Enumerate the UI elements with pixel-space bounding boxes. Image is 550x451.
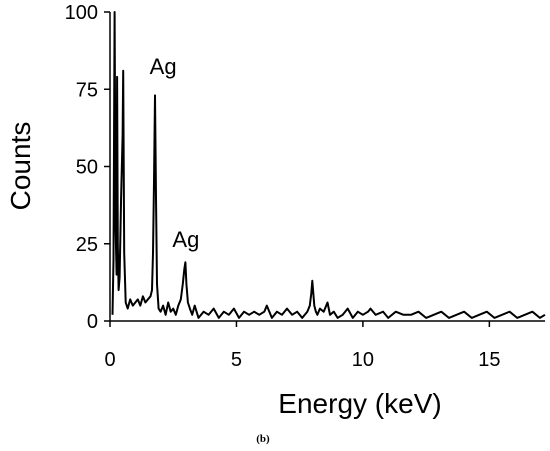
y-tick-label: 75	[76, 79, 98, 101]
x-axis-ticks: 0 5 10 15	[104, 321, 500, 371]
peak-label: Ag	[150, 54, 177, 79]
x-axis-title: Energy (keV)	[278, 388, 441, 419]
peak-label: Ag	[172, 227, 199, 252]
x-tick-label: 0	[104, 349, 115, 371]
figure-caption: (b)	[256, 433, 270, 445]
y-tick-label: 50	[76, 157, 98, 179]
spectrum-series-line	[111, 11, 546, 319]
x-tick-label: 10	[352, 349, 374, 371]
x-tick-label: 15	[478, 349, 500, 371]
annotations: Ag Ag	[150, 54, 200, 252]
y-tick-label: 25	[76, 234, 98, 256]
y-tick-label: 0	[87, 311, 98, 333]
y-axis-ticks: 0 25 50 75 100	[65, 2, 110, 333]
x-tick-label: 5	[231, 349, 242, 371]
y-tick-label: 100	[65, 2, 98, 24]
y-axis-title: Counts	[5, 122, 36, 211]
